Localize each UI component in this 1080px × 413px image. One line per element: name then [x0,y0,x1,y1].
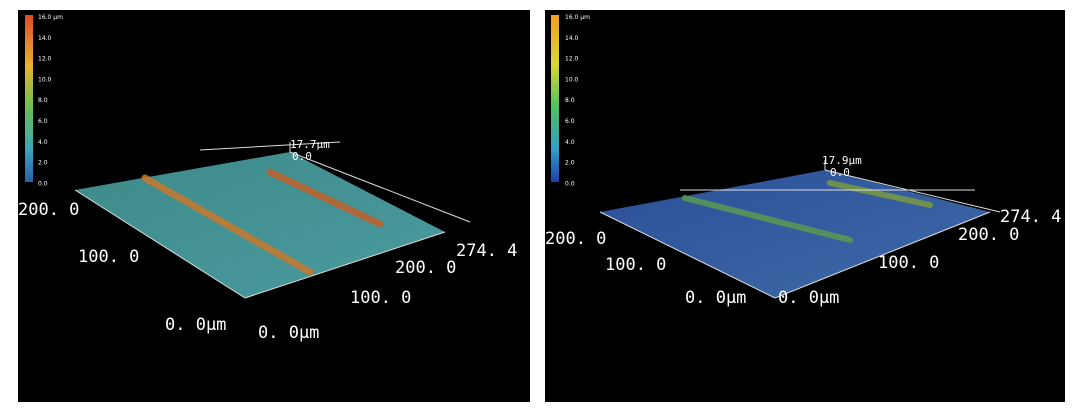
axis-label: 0. 0µm [165,315,226,335]
scale-label: 0.0 [38,180,48,187]
axis-label: 0. 0µm [258,323,319,343]
axis-label: 100. 0 [350,288,411,308]
ridge [682,195,853,243]
scale-label: 10.0 [565,76,579,83]
axes [74,141,471,299]
scale-label: 14.0 [565,35,579,42]
scale-label: 4.0 [38,139,48,146]
axis-label: 0.0 [292,150,312,163]
scale-label: 14.0 [38,35,52,42]
axis-label: 0. 0µm [778,288,839,308]
color-scale [551,15,559,182]
color-scale [25,15,33,182]
ridge [827,180,933,208]
scale-label: 2.0 [38,160,48,167]
axes [599,160,1001,299]
scale-label: 10.0 [38,76,52,83]
scale-label: 6.0 [38,118,48,125]
scale-label: 8.0 [38,97,48,104]
scale-label: 4.0 [565,139,575,146]
axis-label: 17.7µm [290,138,330,151]
panel: 16.0 µm14.012.010.08.06.04.02.00.017.9µm… [545,10,1065,402]
scale-label: 2.0 [565,160,575,167]
ridge [141,174,314,276]
axis-label: 17.9µm [822,154,862,167]
axis-label: 100. 0 [78,247,139,267]
axis-label: 100. 0 [878,253,939,273]
axis-label: 274. 4 [1000,207,1061,227]
scale-label: 8.0 [565,97,575,104]
axis-label: 200. 0 [958,225,1019,245]
scale-label: 0.0 [565,180,575,187]
axis-label: 274. 4 [456,241,517,261]
scale-label: 16.0 µm [38,14,63,21]
axis-label: 200. 0 [545,229,606,249]
panel: 16.0 µm14.012.010.08.06.04.02.00.017.7µm… [18,10,530,402]
scale-label: 12.0 [565,56,579,63]
ridge [266,168,384,228]
scale-label: 16.0 µm [565,14,590,21]
axis-label: 0.0 [830,166,850,179]
axis-label: 200. 0 [18,200,79,220]
scale-label: 6.0 [565,118,575,125]
axis-label: 0. 0µm [685,288,746,308]
scale-label: 12.0 [38,56,52,63]
axis-label: 100. 0 [605,255,666,275]
axis-label: 200. 0 [395,258,456,278]
